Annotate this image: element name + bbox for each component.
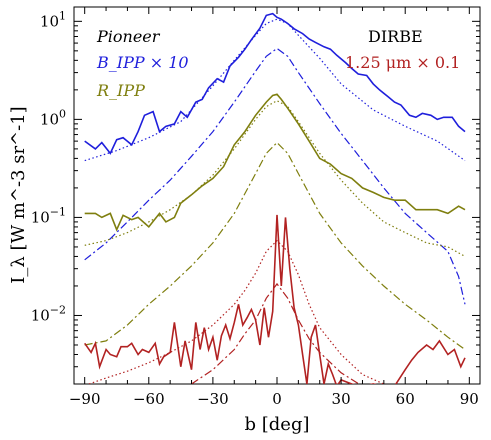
y-tick-label: 101 [40,9,66,30]
annotation-pioneer: Pioneer [96,27,161,46]
x-tick-label: −30 [197,390,229,408]
series-line-blue-dashdot [84,47,466,305]
series-line-blue-dotted [84,18,466,162]
x-tick-label: 30 [332,390,351,408]
y-tick-label: 100 [40,107,66,128]
y-tick-label: 10−2 [31,303,66,324]
series-line-olive-dotted [84,100,466,257]
series-line-red-dashdot [191,282,361,384]
series-line-red-solid [84,214,466,384]
x-tick-label: −60 [133,390,165,408]
series-layer [84,12,466,384]
series-line-olive-dashdot [84,141,466,350]
annotation-dirbe: DIRBE [368,27,423,46]
y-tick-label: 10−1 [31,205,66,226]
x-tick-label: −90 [69,390,101,408]
x-tick-label: 60 [396,390,415,408]
x-tick-label: 90 [460,390,479,408]
series-line-blue-solid [84,12,466,155]
series-line-olive-solid [84,93,466,232]
y-axis-label: I_λ [W m^-3 sr^-1] [8,106,29,283]
ticks-layer: −90 −60 −30 0 30 60 90 10−2 10−1 100 101 [31,7,480,408]
x-axis-label: b [deg] [245,414,310,435]
annotation-ripp: R_IPP [96,81,145,100]
x-tick-label: 0 [272,390,282,408]
annotation-bipp: B_IPP × 10 [96,53,189,72]
annotation-dirbe-band: 1.25 μm × 0.1 [345,53,460,72]
